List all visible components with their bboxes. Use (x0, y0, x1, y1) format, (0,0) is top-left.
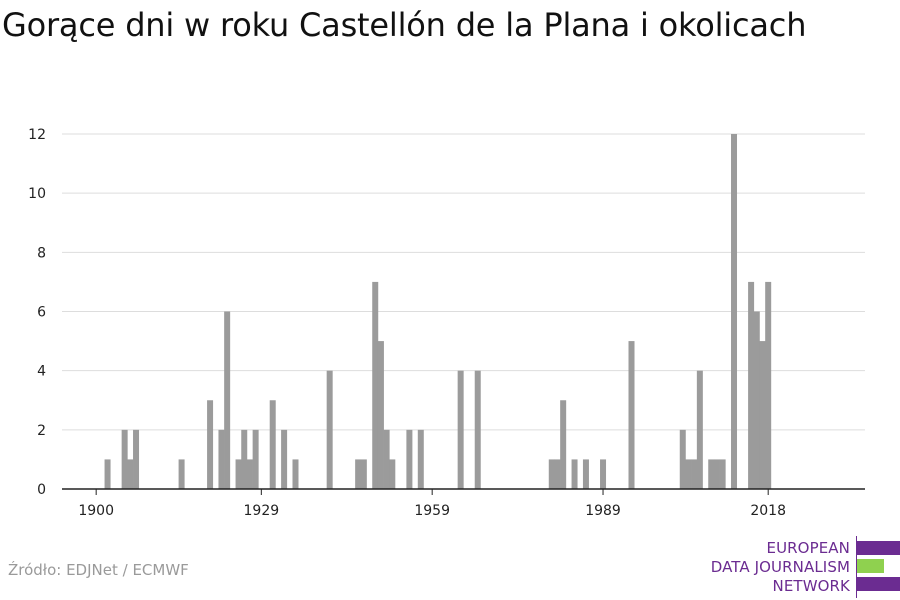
bar (759, 341, 766, 489)
logo-bar-middle (857, 559, 884, 573)
y-tick-label: 4 (37, 364, 46, 380)
x-tick-label: 1929 (244, 503, 280, 519)
logo-bar-bottom (857, 577, 900, 591)
bar (628, 341, 635, 489)
y-tick-label: 0 (37, 482, 46, 498)
bar (474, 370, 481, 489)
bar (281, 429, 288, 489)
bar (708, 459, 715, 489)
bar (104, 459, 111, 489)
logo-text: EUROPEAN DATA JOURNALISM NETWORK (711, 539, 850, 596)
bar (554, 459, 561, 489)
edjnet-logo[interactable]: EUROPEAN DATA JOURNALISM NETWORK (700, 536, 900, 598)
bar (127, 459, 134, 489)
y-tick-label: 8 (37, 245, 46, 261)
y-tick-label: 10 (28, 186, 46, 202)
logo-line-3: NETWORK (772, 577, 850, 595)
y-tick-label: 12 (28, 127, 46, 143)
bar (133, 429, 140, 489)
y-tick-label: 2 (37, 423, 46, 439)
x-tick-label: 1959 (414, 503, 450, 519)
bar (235, 459, 242, 489)
bar (224, 311, 231, 489)
bar (600, 459, 607, 489)
bar (269, 400, 276, 489)
bar (372, 281, 379, 489)
bar (731, 134, 738, 489)
bar (713, 459, 720, 489)
bar (548, 459, 555, 489)
bar (360, 459, 367, 489)
bar (121, 429, 128, 489)
bar (417, 429, 424, 489)
bar (355, 459, 362, 489)
bar (389, 459, 396, 489)
y-tick-label: 6 (37, 305, 46, 321)
bar (685, 459, 692, 489)
bar (691, 459, 698, 489)
bar (178, 459, 185, 489)
bar (748, 281, 755, 489)
bar (560, 400, 567, 489)
x-tick-label: 1900 (78, 503, 114, 519)
chart-title: Gorące dni w roku Castellón de la Plana … (2, 6, 807, 44)
bar (696, 370, 703, 489)
bar (679, 429, 686, 489)
bar (218, 429, 225, 489)
logo-bar-top (857, 541, 900, 555)
bar (719, 459, 726, 489)
bar (571, 459, 578, 489)
bar (406, 429, 413, 489)
bar (241, 429, 248, 489)
bar (292, 459, 299, 489)
bar-chart: 0 2 4 6 8 10 12 1900 1929 1959 1989 2018 (28, 127, 865, 519)
bar (207, 400, 214, 489)
bar (383, 429, 390, 489)
bar (252, 429, 259, 489)
logo-line-1: EUROPEAN (766, 539, 850, 557)
logo-line-2: DATA JOURNALISM (710, 558, 850, 576)
bar (326, 370, 333, 489)
source-note: Źródło: EDJNet / ECMWF (8, 561, 189, 579)
x-tick-label: 2018 (750, 503, 786, 519)
bar (753, 311, 760, 489)
x-tick-label: 1989 (585, 503, 621, 519)
logo-divider (856, 536, 857, 598)
bar (377, 341, 384, 489)
bar (582, 459, 589, 489)
bar (246, 459, 253, 489)
bar (457, 370, 464, 489)
bar (765, 281, 772, 489)
